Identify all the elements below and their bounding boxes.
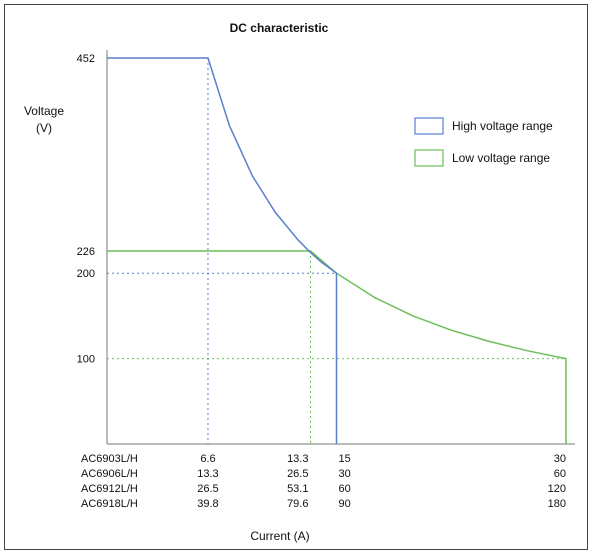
chart-frame: [4, 4, 588, 550]
high-voltage-range-curve: [107, 57, 338, 444]
legend-swatch-high: [414, 117, 444, 135]
table-row-model: AC6912L/H: [81, 483, 138, 495]
legend-label-high: High voltage range: [452, 119, 553, 133]
table-cell: 180: [548, 498, 566, 510]
y-tick-labels: 452 226 200 100: [77, 53, 95, 366]
table-cell: 90: [339, 498, 351, 510]
table-cell: 13.3: [197, 468, 218, 480]
low-voltage-range-curve: [107, 250, 567, 444]
table-cell: 26.5: [287, 468, 308, 480]
table-cell: 30: [554, 453, 566, 465]
table-cell: 6.6: [200, 453, 215, 465]
y-tick-label-200: 200: [77, 268, 95, 280]
table-cell: 13.3: [287, 453, 308, 465]
y-tick-label-226: 226: [77, 246, 95, 258]
table-row-model: AC6906L/H: [81, 468, 138, 480]
table-row-model: AC6918L/H: [81, 498, 138, 510]
y-tick-label-452: 452: [77, 53, 95, 65]
y-axis-label-line2: (V): [36, 121, 52, 135]
table-cell: 15: [339, 453, 351, 465]
table-row-model: AC6903L/H: [81, 453, 138, 465]
x-axis-label: Current (A): [250, 529, 309, 543]
legend-label-low: Low voltage range: [452, 151, 550, 165]
y-axis-label-line1: Voltage: [24, 104, 64, 118]
table-cell: 79.6: [287, 498, 308, 510]
table-cell: 26.5: [197, 483, 218, 495]
table-cell: 120: [548, 483, 566, 495]
legend: High voltage range Low voltage range: [414, 117, 553, 167]
series-curves: [107, 57, 567, 444]
table-cell: 60: [554, 468, 566, 480]
legend-swatch-low: [414, 149, 444, 167]
table-cell: 30: [339, 468, 351, 480]
current-table: AC6903L/H 6.6 13.3 15 30 AC6906L/H 13.3 26.5 30 6…: [81, 453, 566, 510]
guide-lines: [107, 58, 566, 444]
table-cell: 60: [339, 483, 351, 495]
table-cell: 53.1: [287, 483, 308, 495]
y-tick-label-100: 100: [77, 354, 95, 366]
chart-title: DC characteristic: [230, 21, 329, 35]
table-cell: 39.8: [197, 498, 218, 510]
